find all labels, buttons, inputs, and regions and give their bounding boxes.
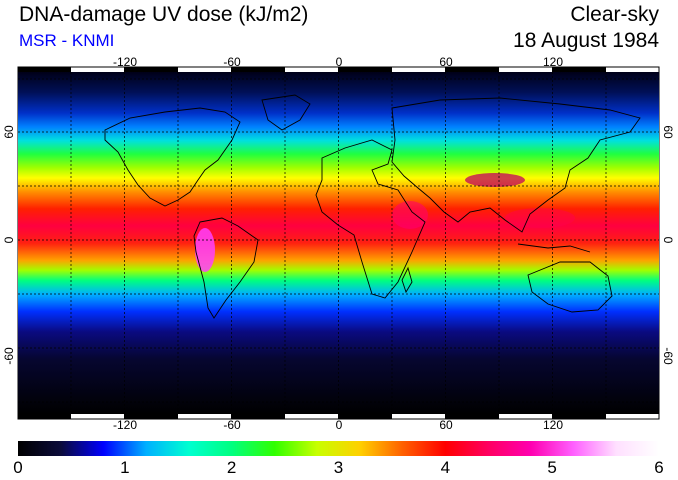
australia-coast bbox=[527, 261, 613, 313]
south-america-coast bbox=[193, 217, 259, 319]
lat-tick-right: -60 bbox=[661, 347, 675, 365]
colorbar-tick-label: 6 bbox=[654, 458, 664, 477]
sky-condition: Clear-sky bbox=[570, 3, 659, 26]
indonesia-coast bbox=[517, 243, 591, 253]
lat-tick-left: -60 bbox=[2, 347, 16, 365]
asia-coast bbox=[391, 97, 641, 233]
lon-tick-bottom: 60 bbox=[439, 418, 453, 432]
credit-label: MSR - KNMI bbox=[19, 31, 115, 50]
colorbar-tick-label: 3 bbox=[333, 458, 344, 477]
map-title: DNA-damage UV dose (kJ/m2) bbox=[19, 3, 309, 26]
lon-tick-top: -60 bbox=[223, 55, 241, 69]
lon-tick-bottom: 120 bbox=[543, 418, 563, 432]
lat-tick-right: 60 bbox=[661, 125, 675, 139]
lon-tick-bottom: 0 bbox=[336, 418, 343, 432]
greenland-coast bbox=[261, 94, 311, 131]
map-date: 18 August 1984 bbox=[513, 29, 659, 52]
colorbar-tick-label: 4 bbox=[440, 458, 451, 477]
lon-tick-top: 120 bbox=[543, 55, 563, 69]
lon-tick-top: 60 bbox=[439, 55, 453, 69]
lat-tick-right: 0 bbox=[661, 237, 675, 244]
lon-tick-top: 0 bbox=[336, 55, 343, 69]
lat-tick-left: 60 bbox=[2, 125, 16, 139]
europe-africa-coast bbox=[315, 139, 426, 299]
north-america-coast bbox=[104, 107, 241, 207]
lon-tick-top: -120 bbox=[113, 55, 137, 69]
lon-tick-bottom: -60 bbox=[223, 418, 241, 432]
lon-tick-bottom: -120 bbox=[113, 418, 137, 432]
colorbar-tick-label: 2 bbox=[226, 458, 237, 477]
colorbar-tick-label: 5 bbox=[547, 458, 557, 477]
colorbar bbox=[18, 441, 659, 456]
coastlines bbox=[104, 94, 641, 319]
uv-dose-field bbox=[18, 72, 659, 414]
colorbar-tick-label: 1 bbox=[120, 458, 130, 477]
graticule bbox=[18, 72, 659, 414]
lat-tick-left: 0 bbox=[2, 236, 16, 243]
madagascar-coast bbox=[401, 266, 413, 294]
colorbar-tick-label: 0 bbox=[13, 458, 23, 477]
